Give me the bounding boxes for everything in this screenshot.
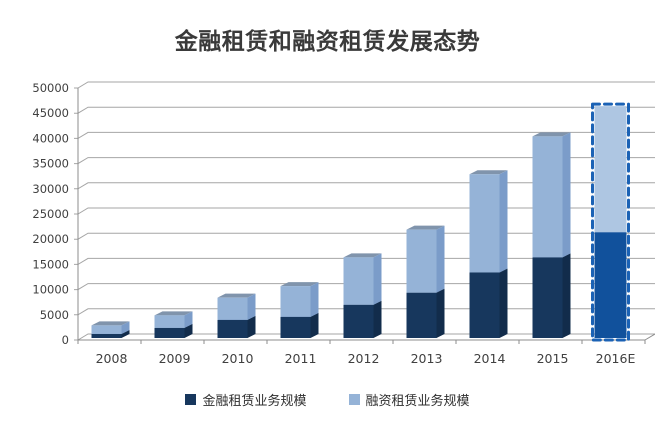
bar-2013-financial-leasing-segment [406, 292, 437, 338]
bar-2008-series2-side [121, 321, 130, 334]
bar-2011-finance-leasing-segment [280, 286, 311, 317]
legend: 金融租赁业务规模 融资租赁业务规模 [0, 390, 655, 409]
legend-label-financial-leasing: 金融租赁业务规模 [202, 394, 307, 409]
y-axis-tick-label: 10000 [32, 283, 69, 297]
bar-2016E-finance-leasing-segment [594, 106, 627, 233]
y-axis-tick-label: 40000 [32, 131, 69, 145]
gridline [74, 232, 655, 240]
bar-2015-finance-leasing-segment [532, 136, 563, 258]
x-axis-category-label: 2010 [222, 351, 254, 366]
bar-2009-series2-cap [154, 311, 193, 316]
gridline [74, 157, 655, 165]
bar-2010-financial-leasing-segment [217, 319, 248, 338]
legend-swatch-financial-leasing [185, 394, 197, 405]
bar-2008-series1-side [121, 329, 130, 338]
x-axis-category-label: 2008 [96, 351, 128, 366]
y-axis-tick-label: 15000 [32, 257, 69, 271]
bar-2010-finance-leasing-segment [217, 297, 248, 320]
bar-2010-series2-cap [217, 293, 256, 298]
bar-2008-financial-leasing-segment [91, 333, 122, 338]
bar-2012-series2-side [373, 253, 382, 305]
bar-2011-financial-leasing-segment [280, 316, 311, 338]
bar-2016E-financial-leasing-segment [594, 232, 627, 338]
x-axis-category-label: 2009 [159, 351, 191, 366]
bar-2013-series1-side [436, 288, 445, 338]
bar-2009-finance-leasing-segment [154, 315, 185, 328]
bar-2008-series2-cap [91, 321, 130, 326]
gridline [74, 207, 655, 215]
bar-2009-series2-side [184, 311, 193, 328]
bar-2008-finance-leasing-segment [91, 325, 122, 334]
legend-item-financial-leasing: 金融租赁业务规模 [185, 390, 307, 409]
y-axis-tick-label: 30000 [32, 182, 69, 196]
floor-right-edge [644, 333, 655, 341]
legend-swatch-finance-leasing [348, 394, 360, 405]
y-axis-tick-label: 35000 [32, 157, 69, 171]
forecast-dashed-outline [591, 102, 630, 342]
bar-2012-series1-side [373, 300, 382, 338]
bar-2014-finance-leasing-segment [469, 174, 500, 273]
bar-2013-series2-cap [406, 225, 445, 230]
x-axis-category-label: 2013 [411, 351, 443, 366]
bar-2009-financial-leasing-segment [154, 327, 185, 338]
bar-2015-financial-leasing-segment [532, 257, 563, 338]
bar-2015-series1-side [562, 253, 571, 338]
x-axis-category-label: 2015 [537, 351, 569, 366]
x-axis-category-label: 2012 [348, 351, 380, 366]
legend-item-finance-leasing: 融资租赁业务规模 [348, 390, 470, 409]
gridline [74, 182, 655, 190]
bar-2010-series2-side [247, 293, 256, 320]
gridline [74, 81, 655, 89]
bar-2013-finance-leasing-segment [406, 229, 437, 293]
bar-2009-series1-side [184, 323, 193, 338]
gridline [74, 131, 655, 139]
bar-2012-financial-leasing-segment [343, 304, 374, 338]
bar-2014-series1-side [499, 268, 508, 338]
x-axis-category-label: 2016E [596, 351, 636, 366]
y-axis-tick-label: 25000 [32, 207, 69, 221]
bar-2011-series1-side [310, 312, 319, 338]
bar-2013-series2-side [436, 225, 445, 293]
gridline [74, 106, 655, 114]
bar-2012-finance-leasing-segment [343, 257, 374, 305]
y-axis-tick-label: 20000 [32, 232, 69, 246]
bar-2011-series2-side [310, 282, 319, 317]
bar-2015-series2-side [562, 132, 571, 258]
bar-2015-series2-cap [532, 132, 571, 137]
y-axis-tick-label: 45000 [32, 106, 69, 120]
x-axis-category-label: 2011 [285, 351, 317, 366]
bar-2014-series2-side [499, 170, 508, 273]
bar-2014-series2-cap [469, 170, 508, 175]
chart-title: 金融租赁和融资租赁发展态势 [174, 29, 481, 55]
y-axis-tick-label: 0 [62, 333, 69, 347]
bar-2014-financial-leasing-segment [469, 272, 500, 338]
y-axis-tick-label: 50000 [32, 81, 69, 95]
x-axis-category-label: 2014 [474, 351, 506, 366]
bar-2010-series1-side [247, 315, 256, 338]
y-axis-tick-label: 5000 [40, 308, 69, 322]
bar-2011-series2-cap [280, 282, 319, 287]
bar-2012-series2-cap [343, 253, 382, 258]
legend-label-finance-leasing: 融资租赁业务规模 [365, 394, 470, 409]
